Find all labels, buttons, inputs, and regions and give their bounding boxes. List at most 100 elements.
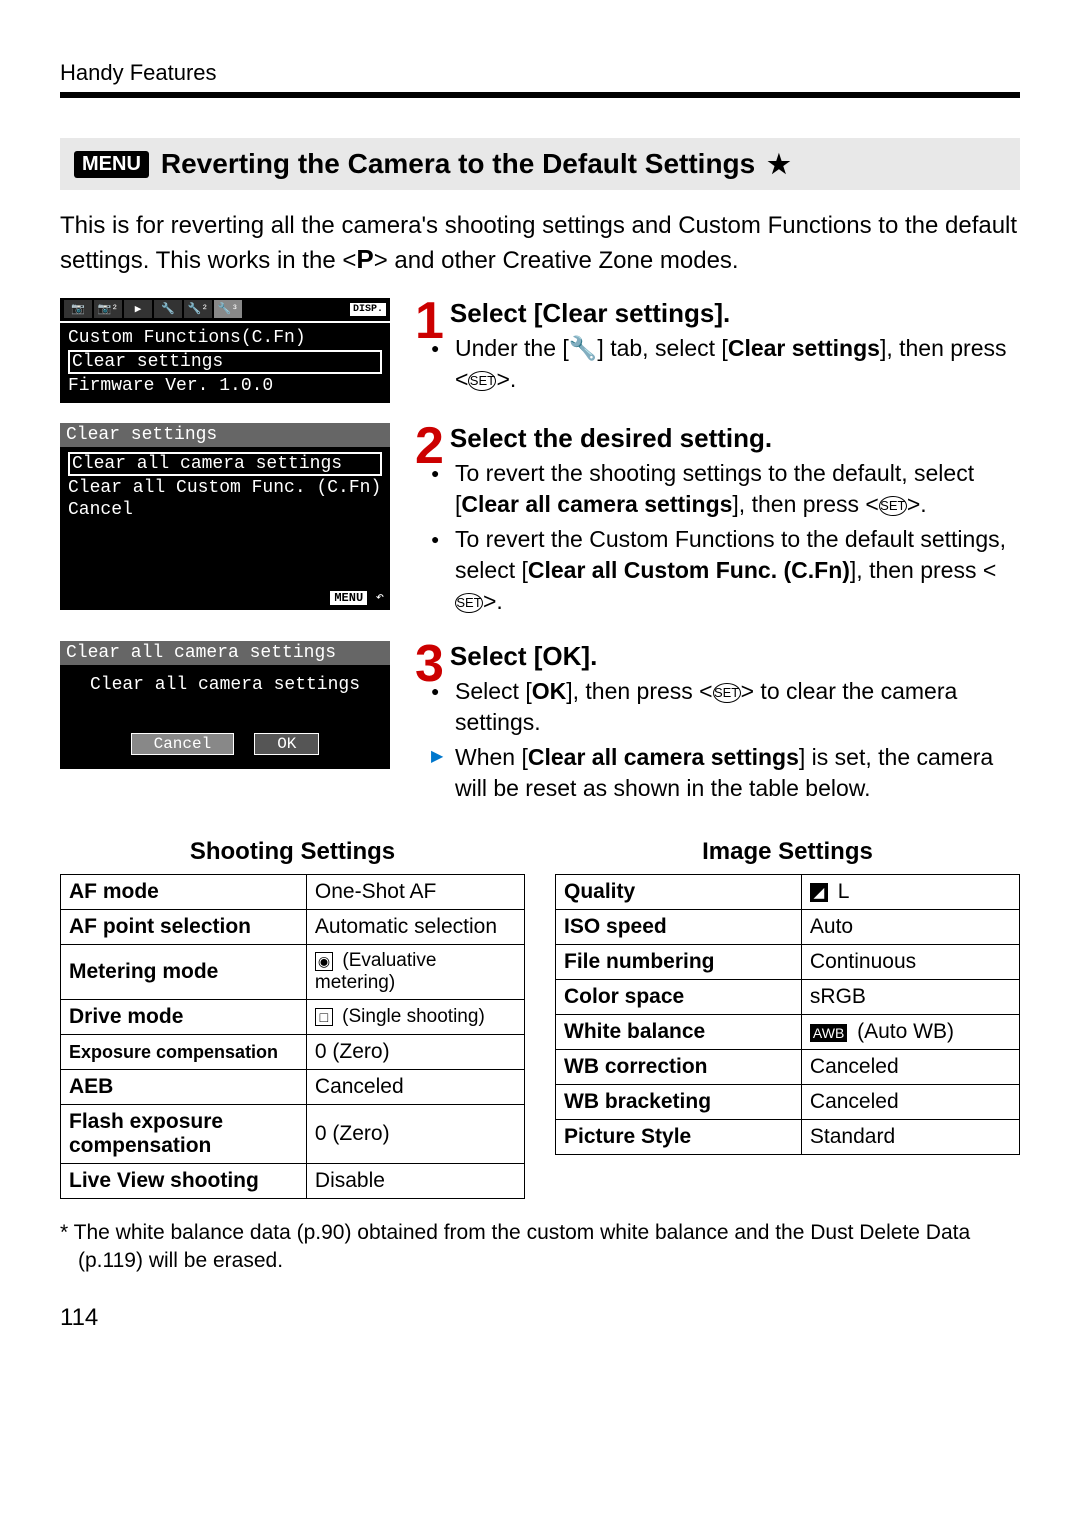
ok-button[interactable]: OK [254,733,319,755]
bullet-item: Select [OK], then press <SET> to clear t… [435,676,1020,738]
table-row: Live View shootingDisable [61,1164,525,1199]
table-title: Image Settings [555,838,1020,866]
lcd-screenshot-1: 📷 📷² ▶ 🔧 🔧² 🔧³ DISP. Custom Functions(C.… [60,298,390,403]
setting-name: Drive mode [61,1000,307,1035]
table-row: WB bracketingCanceled [556,1085,1020,1120]
image-settings-table-wrap: Image Settings Quality◢ LISO speedAutoFi… [555,838,1020,1155]
page-number: 114 [60,1304,1020,1332]
step-1-row: 📷 📷² ▶ 🔧 🔧² 🔧³ DISP. Custom Functions(C.… [60,298,1020,403]
setting-name: Flash exposure compensation [61,1105,307,1164]
setting-value: Canceled [801,1085,1019,1120]
shooting-settings-table: AF modeOne-Shot AFAF point selectionAuto… [60,874,525,1199]
setting-name: AF mode [61,875,307,910]
step-heading: Select [Clear settings]. [415,298,1020,329]
setting-name: White balance [556,1015,802,1050]
section-label: Handy Features [60,60,1020,86]
lcd-buttons: Cancel OK [60,725,390,769]
setting-name: AEB [61,1070,307,1105]
settings-tables: Shooting Settings AF modeOne-Shot AFAF p… [60,838,1020,1199]
section-header: Handy Features [60,60,1020,98]
lcd-screenshot-2: Clear settings Clear all camera settings… [60,423,390,610]
table-row: File numberingContinuous [556,945,1020,980]
lcd-menu-item: Cancel [66,499,384,521]
setting-value: □ (Single shooting) [306,1000,524,1035]
table-row: Quality◢ L [556,875,1020,910]
lcd-menu-item: Clear settings [66,349,384,375]
back-icon: ↶ [376,590,384,606]
setting-value: Continuous [801,945,1019,980]
disp-badge: DISP. [350,303,386,316]
setting-value: Standard [801,1120,1019,1155]
setting-value: Canceled [801,1050,1019,1085]
setting-value: One-Shot AF [306,875,524,910]
page-title-bar: MENU Reverting the Camera to the Default… [60,138,1020,190]
setting-name: WB bracketing [556,1085,802,1120]
setting-value: Disable [306,1164,524,1199]
table-title: Shooting Settings [60,838,525,866]
setting-name: WB correction [556,1050,802,1085]
setting-value: AWB (Auto WB) [801,1015,1019,1050]
table-row: AF point selectionAutomatic selection [61,910,525,945]
bullet-item: To revert the Custom Functions to the de… [435,524,1020,617]
lcd-menu-item: Custom Functions(C.Fn) [66,327,384,349]
setting-name: Live View shooting [61,1164,307,1199]
table-row: ISO speedAuto [556,910,1020,945]
intro-text-2: > and other Creative Zone modes. [374,247,739,274]
setting-name: AF point selection [61,910,307,945]
page-title: Reverting the Camera to the Default Sett… [161,148,755,180]
step-2-text: 2 Select the desired setting. To revert … [415,423,1020,621]
lcd-footer: MENU ↶ [60,587,390,610]
lcd-tabs: 📷 📷² ▶ 🔧 🔧² 🔧³ DISP. [60,298,390,323]
step-3-row: Clear all camera settings Clear all came… [60,641,1020,808]
menu-badge-icon: MENU [330,591,367,605]
step-bullets: Select [OK], then press <SET> to clear t… [415,676,1020,804]
table-row: Color spacesRGB [556,980,1020,1015]
intro-paragraph: This is for reverting all the camera's s… [60,210,1020,278]
lcd-title: Clear settings [60,423,390,447]
bullet-item: To revert the shooting settings to the d… [435,458,1020,520]
table-row: WB correctionCanceled [556,1050,1020,1085]
lcd-tab-icon: 🔧 [154,300,182,318]
setting-value: ◉ (Evaluative metering) [306,945,524,1000]
setting-value: 0 (Zero) [306,1035,524,1070]
lcd-message: Clear all camera settings [60,665,390,725]
setting-value: Auto [801,910,1019,945]
step-heading: Select the desired setting. [415,423,1020,454]
lcd-menu-item: Clear all Custom Func. (C.Fn) [66,477,384,499]
lcd-tab-icon: 📷² [94,300,122,318]
setting-name: ISO speed [556,910,802,945]
setting-name: Metering mode [61,945,307,1000]
step-bullets: Under the [🔧] tab, select [Clear setting… [415,333,1020,395]
lcd-menu-list: Custom Functions(C.Fn)Clear settingsFirm… [60,323,390,403]
table-row: AEBCanceled [61,1070,525,1105]
step-1-text: 1 Select [Clear settings]. Under the [🔧]… [415,298,1020,399]
table-row: Flash exposure compensation0 (Zero) [61,1105,525,1164]
lcd-tab-icon: 🔧² [184,300,212,318]
p-mode-icon: P [356,244,373,274]
table-row: Drive mode□ (Single shooting) [61,1000,525,1035]
lcd-tab-icon: ▶ [124,300,152,318]
lcd-menu-item: Clear all camera settings [66,451,384,477]
star-icon: ★ [767,149,790,180]
lcd-menu-item: Firmware Ver. 1.0.0 [66,375,384,397]
setting-value: ◢ L [801,875,1019,910]
setting-name: File numbering [556,945,802,980]
step-bullets: To revert the shooting settings to the d… [415,458,1020,617]
setting-name: Quality [556,875,802,910]
bullet-item: When [Clear all camera settings] is set,… [435,742,1020,804]
cancel-button[interactable]: Cancel [131,733,235,755]
setting-value: sRGB [801,980,1019,1015]
header-rule [60,92,1020,98]
steps-area: 📷 📷² ▶ 🔧 🔧² 🔧³ DISP. Custom Functions(C.… [60,298,1020,808]
setting-value: Automatic selection [306,910,524,945]
step-2-row: Clear settings Clear all camera settings… [60,423,1020,621]
setting-name: Exposure compensation [61,1035,307,1070]
table-row: Picture StyleStandard [556,1120,1020,1155]
setting-name: Color space [556,980,802,1015]
lcd-menu-list: Clear all camera settingsClear all Custo… [60,447,390,527]
table-row: Metering mode◉ (Evaluative metering) [61,945,525,1000]
shooting-settings-table-wrap: Shooting Settings AF modeOne-Shot AFAF p… [60,838,525,1199]
table-row: AF modeOne-Shot AF [61,875,525,910]
step-3-text: 3 Select [OK]. Select [OK], then press <… [415,641,1020,808]
setting-value: Canceled [306,1070,524,1105]
